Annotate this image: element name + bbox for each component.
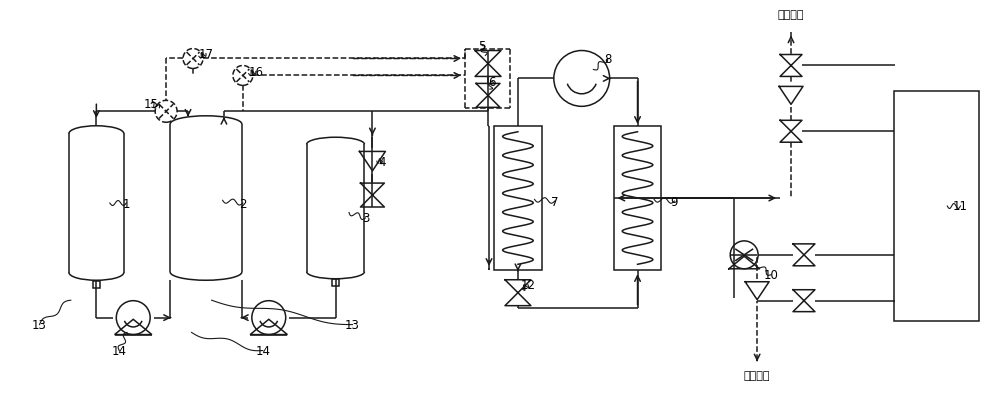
Text: 冷水进水: 冷水进水 <box>744 370 770 380</box>
Text: 10: 10 <box>764 268 779 282</box>
Text: 14: 14 <box>112 344 127 357</box>
Text: 5: 5 <box>478 40 486 53</box>
Text: 15: 15 <box>144 97 159 111</box>
Text: 14: 14 <box>255 344 270 357</box>
Text: 11: 11 <box>953 200 968 213</box>
Text: 7: 7 <box>551 195 559 208</box>
Bar <box>93 281 100 288</box>
Text: 热水出水: 热水出水 <box>778 9 804 19</box>
Text: 3: 3 <box>362 212 369 225</box>
Text: 1: 1 <box>123 197 130 210</box>
Text: 17: 17 <box>198 48 213 61</box>
Text: 4: 4 <box>379 155 386 168</box>
Text: 2: 2 <box>239 197 247 210</box>
Text: 12: 12 <box>520 278 535 292</box>
Bar <box>894 92 979 321</box>
Text: 16: 16 <box>248 66 263 79</box>
Text: 9: 9 <box>671 195 678 208</box>
Bar <box>494 126 542 271</box>
Text: 6: 6 <box>488 76 496 89</box>
Text: 13: 13 <box>32 318 47 331</box>
Text: 8: 8 <box>604 53 611 66</box>
Text: 13: 13 <box>345 318 360 331</box>
Bar <box>332 280 339 287</box>
Bar <box>614 126 661 271</box>
